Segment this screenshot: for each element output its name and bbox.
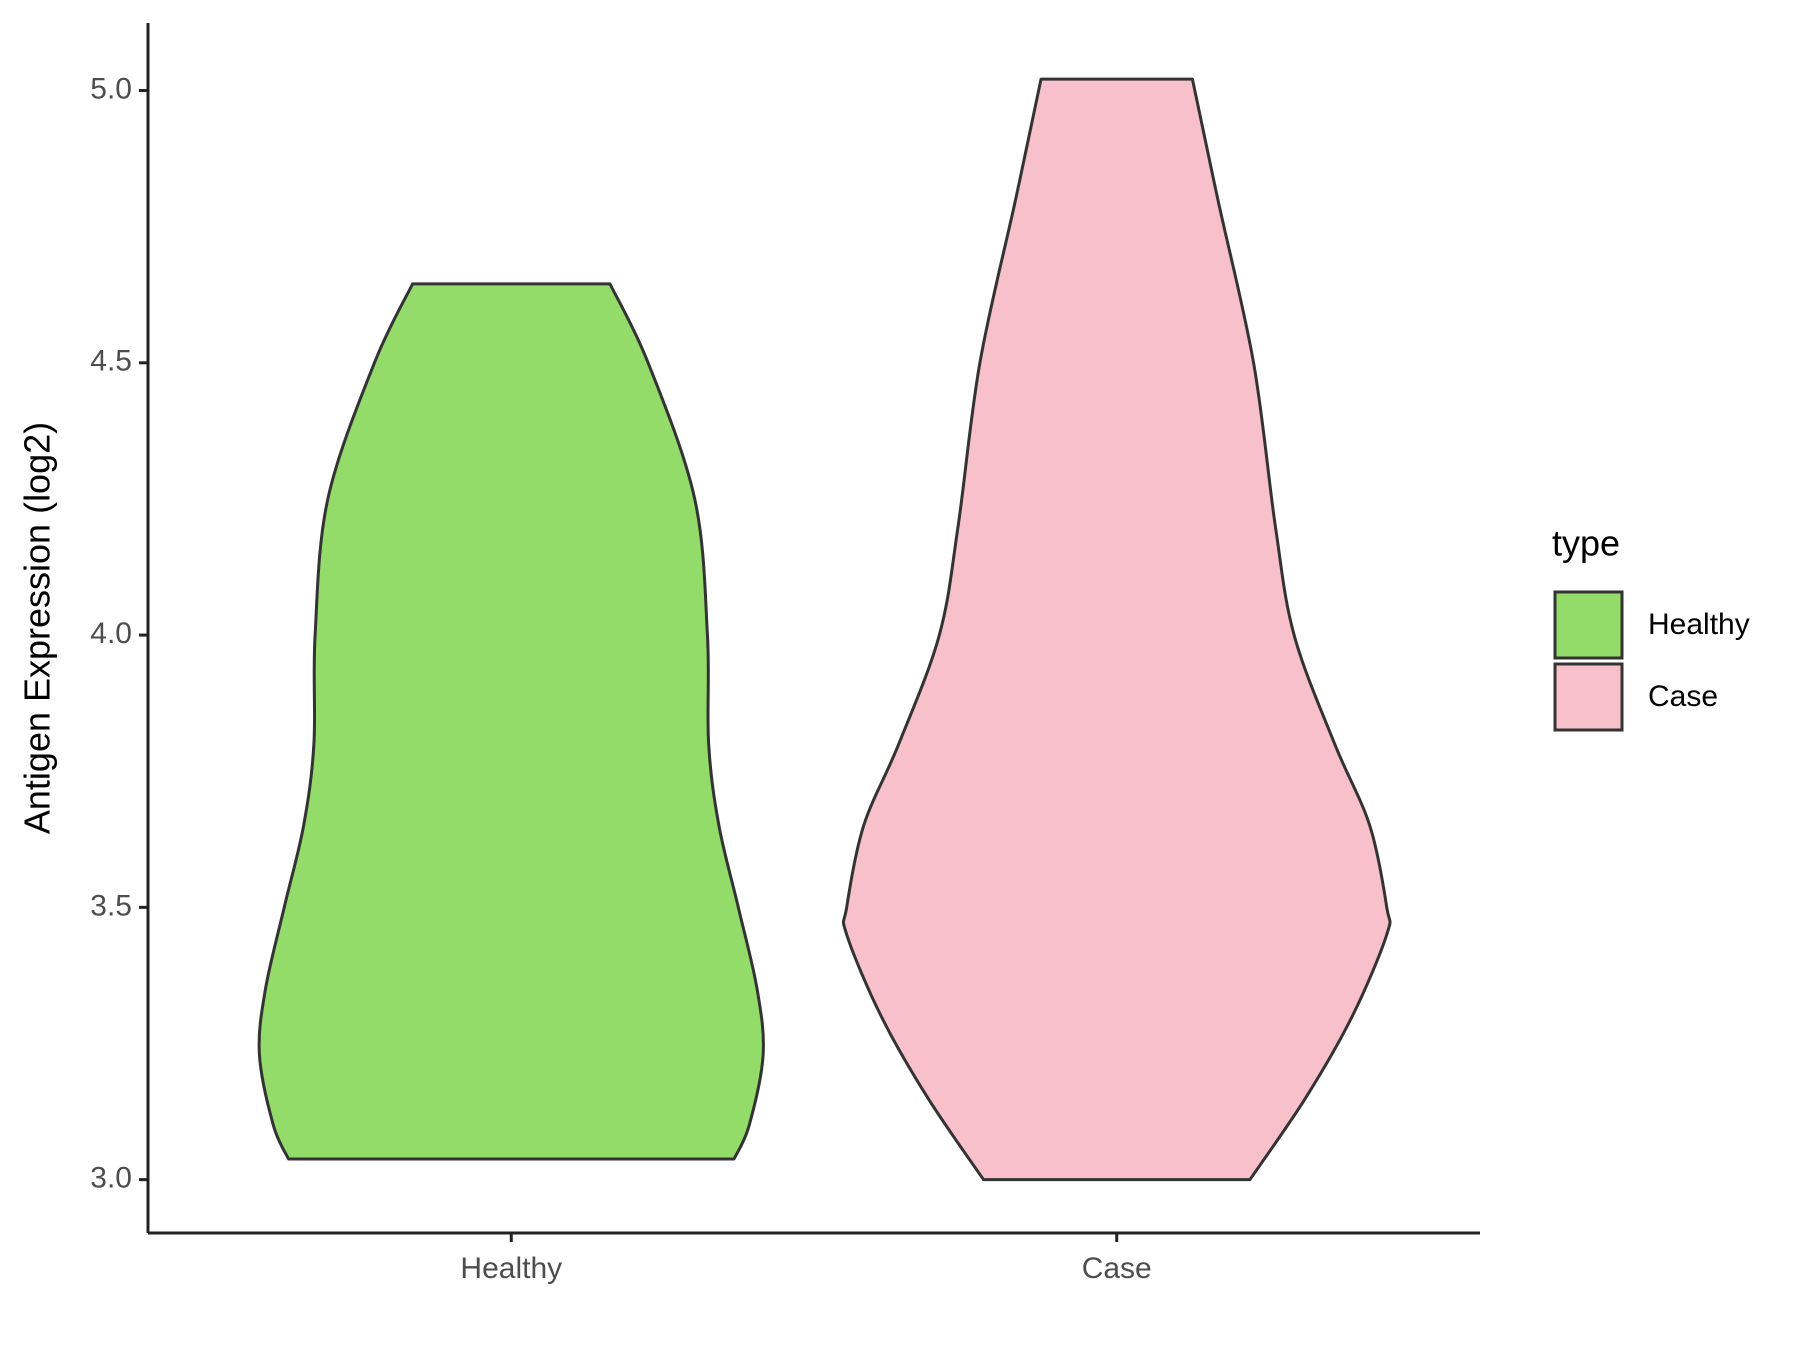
legend-label: Case bbox=[1648, 680, 1718, 713]
legend-key bbox=[1553, 590, 1624, 660]
y-tick-label: 3.5 bbox=[90, 889, 132, 922]
violin bbox=[257, 282, 765, 1161]
x-tick-label: Healthy bbox=[460, 1252, 562, 1285]
violin bbox=[841, 77, 1392, 1182]
legend-label: Healthy bbox=[1648, 608, 1750, 641]
y-tick-label: 3.0 bbox=[90, 1162, 132, 1195]
y-tick-label: 5.0 bbox=[90, 72, 132, 105]
y-axis-title: Antigen Expression (log2) bbox=[17, 422, 58, 834]
y-tick-label: 4.0 bbox=[90, 617, 132, 650]
y-tick-label: 4.5 bbox=[90, 345, 132, 378]
legend-title: type bbox=[1552, 523, 1620, 564]
x-tick-label: Case bbox=[1082, 1252, 1152, 1285]
legend-key bbox=[1553, 662, 1624, 732]
